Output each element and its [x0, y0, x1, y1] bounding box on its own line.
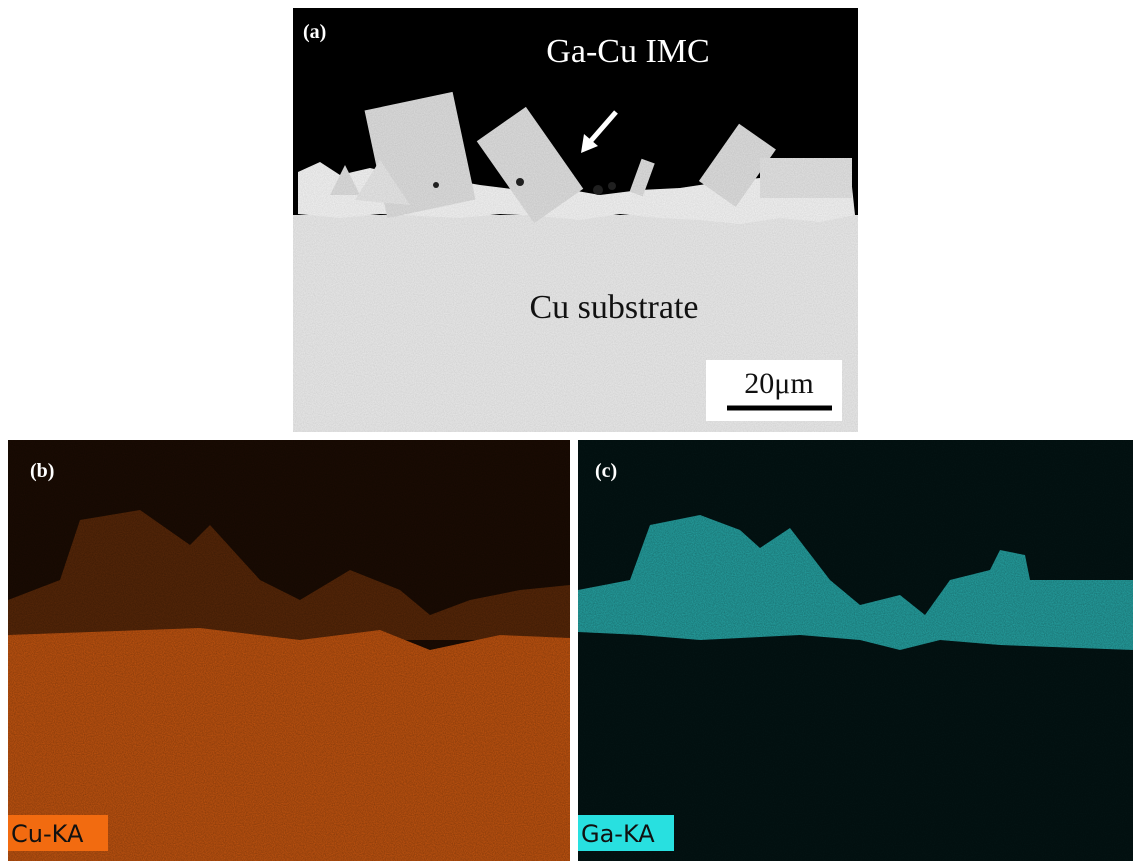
annotation: Ga-Cu IMC: [546, 33, 709, 70]
element-tag: Ga-KA: [581, 820, 655, 848]
map-texture: [578, 440, 1133, 861]
element-tag: Cu-KA: [11, 820, 84, 848]
panel-c: (c) Ga-KA: [578, 440, 1133, 861]
map-texture: [8, 440, 570, 861]
panel-label: (b): [30, 460, 54, 482]
figure: (a) Ga-Cu IMC Cu substrate 20μm (b) Cu-K…: [0, 0, 1133, 861]
panel-label: (a): [303, 21, 326, 43]
panel-b: (b) Cu-KA: [8, 440, 570, 861]
panel-label: (c): [595, 460, 617, 482]
scale-bar-label: 20μm: [744, 367, 813, 400]
annotation: Cu substrate: [529, 289, 698, 326]
panel-a: (a) Ga-Cu IMC Cu substrate 20μm: [293, 8, 858, 432]
